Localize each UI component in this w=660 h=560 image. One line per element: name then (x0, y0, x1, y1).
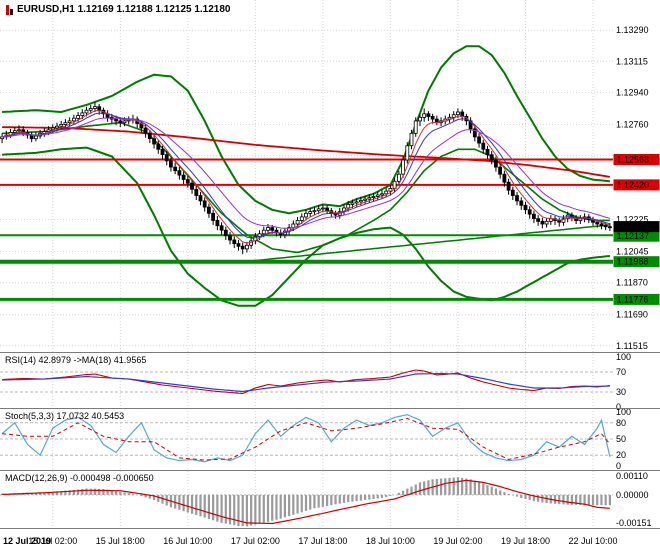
svg-text:1.12563: 1.12563 (617, 155, 650, 165)
svg-text:100: 100 (616, 352, 631, 362)
svg-text:17 Jul 02:00: 17 Jul 02:00 (231, 536, 280, 546)
main-chart-area[interactable] (0, 0, 613, 352)
svg-text:70: 70 (616, 367, 626, 377)
svg-text:15 Jul 02:00: 15 Jul 02:00 (28, 536, 77, 546)
macd-panel-layer (1, 477, 611, 527)
price-axis[interactable] (613, 0, 660, 528)
svg-text:50: 50 (616, 434, 626, 444)
svg-text:100: 100 (616, 407, 631, 417)
svg-text:17 Jul 18:00: 17 Jul 18:00 (298, 536, 347, 546)
svg-text:1.11515: 1.11515 (616, 341, 648, 351)
rsi-panel-layer (2, 369, 610, 395)
svg-text:20: 20 (616, 450, 626, 460)
main-panel-layer (0, 45, 613, 307)
svg-text:0: 0 (616, 402, 621, 412)
svg-text:1.11988: 1.11988 (617, 257, 649, 267)
svg-text:0.00000: 0.00000 (616, 490, 649, 500)
time-axis[interactable] (0, 528, 660, 560)
svg-text:18 Jul 10:00: 18 Jul 10:00 (366, 536, 415, 546)
svg-text:1.12420: 1.12420 (617, 180, 650, 190)
svg-text:19 Jul 02:00: 19 Jul 02:00 (433, 536, 482, 546)
svg-text:1.12180: 1.12180 (617, 222, 650, 232)
svg-text:0: 0 (616, 461, 621, 471)
svg-text:1.11870: 1.11870 (616, 278, 648, 288)
svg-text:1.12760: 1.12760 (616, 119, 649, 129)
svg-text:30: 30 (616, 387, 626, 397)
svg-text:1.13290: 1.13290 (616, 25, 649, 35)
stoch-panel-layer (1, 414, 611, 463)
price-axis-layer: 1.13290 1.13115 1.12940 1.12760 1.12225 1.120… (613, 0, 660, 560)
svg-text:1.11776: 1.11776 (617, 294, 649, 304)
svg-text:1.11690: 1.11690 (616, 310, 648, 320)
svg-text:15 Jul 18:00: 15 Jul 18:00 (96, 536, 145, 546)
macd-panel[interactable] (0, 470, 613, 528)
grid-layer (0, 0, 613, 528)
svg-text:-0.00151: -0.00151 (616, 518, 652, 528)
svg-text:80: 80 (616, 418, 626, 428)
svg-text:1.13115: 1.13115 (616, 56, 648, 66)
svg-text:22 Jul 10:00: 22 Jul 10:00 (568, 536, 617, 546)
svg-text:1.12137: 1.12137 (617, 231, 650, 241)
svg-text:19 Jul 18:00: 19 Jul 18:00 (501, 536, 550, 546)
svg-text:0.00110: 0.00110 (616, 471, 648, 481)
svg-text:1.12225: 1.12225 (616, 215, 649, 225)
svg-text:12 Jul 2019: 12 Jul 2019 (3, 536, 51, 546)
rsi-panel[interactable] (0, 352, 613, 408)
svg-text:1.12940: 1.12940 (616, 87, 649, 97)
svg-text:1.12045: 1.12045 (616, 247, 649, 257)
svg-text:16 Jul 10:00: 16 Jul 10:00 (163, 536, 212, 546)
stoch-panel[interactable] (0, 408, 613, 470)
